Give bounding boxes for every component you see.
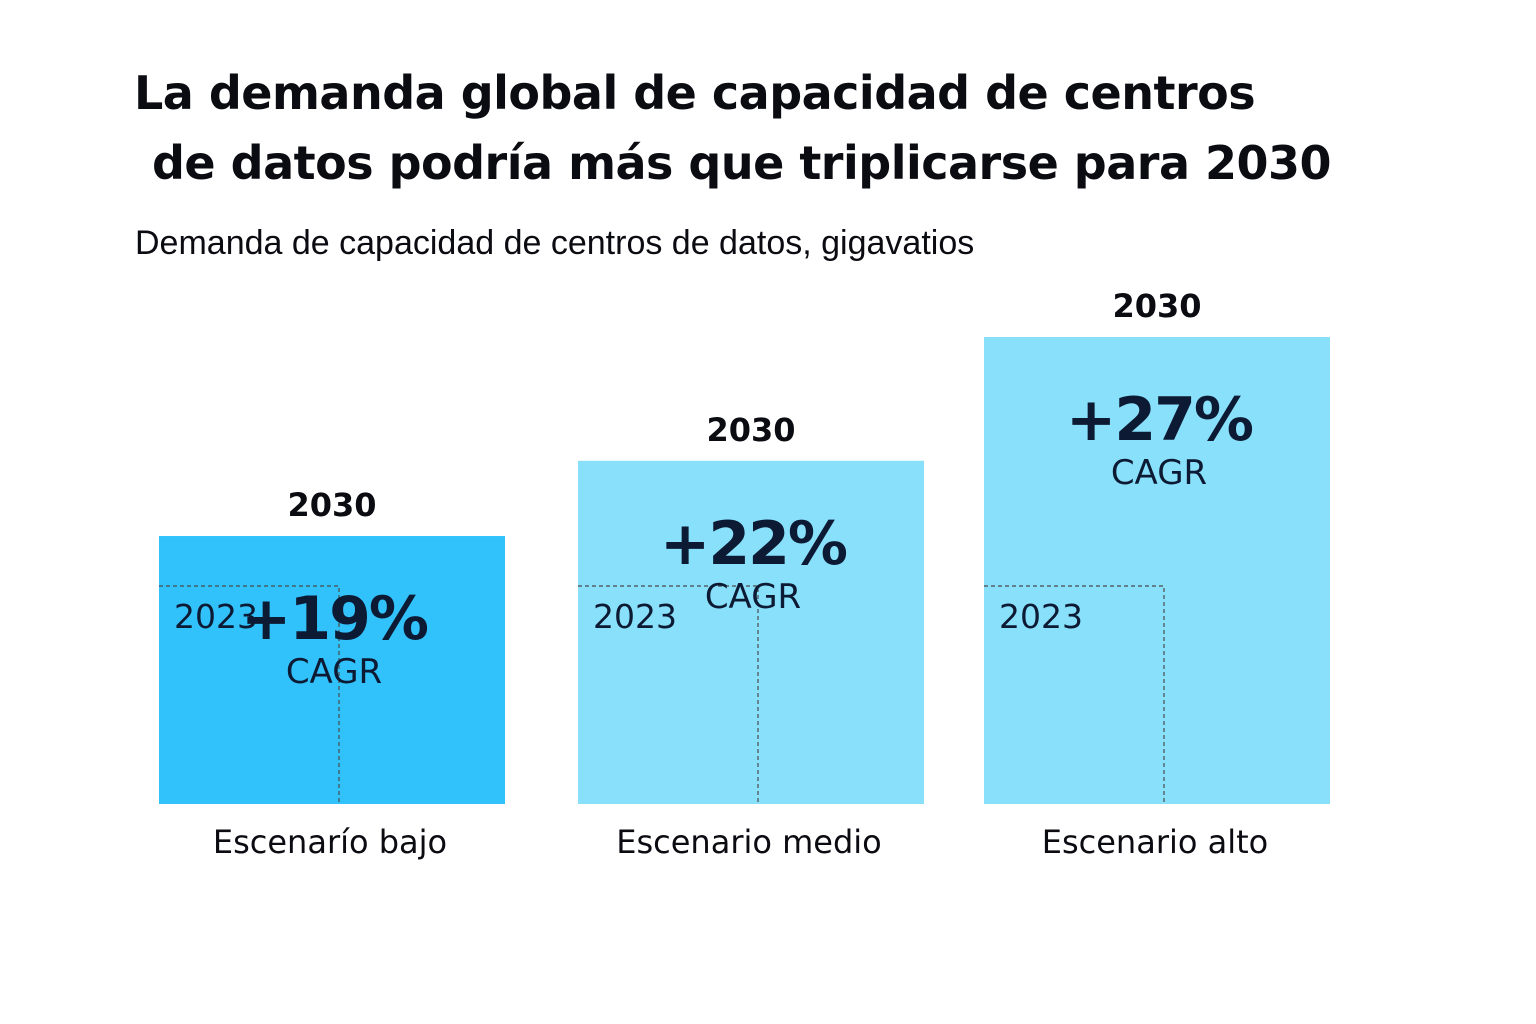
- target-year-label: 2030: [287, 486, 376, 524]
- category-label: Escenario alto: [1042, 823, 1268, 861]
- bar-2030: [578, 460, 924, 804]
- chart-title-line1: La demanda global de capacidad de centro…: [134, 66, 1256, 120]
- base-year-label: 2023: [999, 597, 1083, 636]
- chart-title-line2: de datos podría más que triplicarse para…: [152, 136, 1332, 190]
- cagr-label: CAGR: [286, 652, 382, 692]
- bar-2023-outline: [578, 585, 759, 804]
- category-label: Escenario medio: [616, 823, 882, 861]
- bar-2023-outline: [984, 585, 1165, 804]
- target-year-label: 2030: [706, 411, 795, 449]
- cagr-value: +27%: [1066, 385, 1253, 455]
- cagr-value: +22%: [660, 509, 847, 579]
- category-label: Escenarío bajo: [213, 823, 447, 861]
- base-year-label: 2023: [174, 597, 258, 636]
- bar-2030: [159, 536, 505, 804]
- cagr-label: CAGR: [1111, 453, 1207, 493]
- target-year-label: 2030: [1112, 287, 1201, 325]
- cagr-value: +19%: [241, 584, 428, 654]
- chart-title: La demanda global de capacidad de centro…: [134, 58, 1434, 198]
- chart-subtitle: Demanda de capacidad de centros de datos…: [135, 224, 975, 262]
- base-year-label: 2023: [593, 597, 677, 636]
- bar-2023-outline: [159, 585, 340, 804]
- bar-2030: [984, 337, 1330, 804]
- cagr-label: CAGR: [705, 577, 801, 617]
